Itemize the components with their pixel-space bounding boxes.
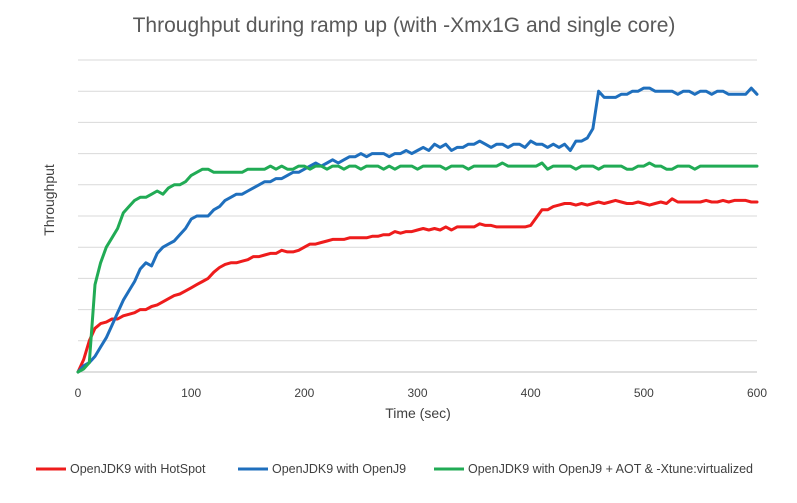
x-tick-400: 400 — [521, 386, 541, 400]
legend: OpenJDK9 with HotSpot OpenJDK9 with OpenJ… — [36, 462, 753, 476]
y-axis-label: Throughput — [41, 164, 57, 236]
gridlines — [78, 59, 757, 373]
x-tick-600: 600 — [747, 386, 767, 400]
series-line-1 — [76, 197, 759, 374]
x-tick-200: 200 — [294, 386, 314, 400]
x-tick-100: 100 — [181, 386, 201, 400]
legend-label-3: OpenJDK9 with OpenJ9 + AOT & -Xtune:virt… — [468, 462, 753, 476]
series-line-2 — [76, 86, 759, 374]
x-tick-labels: 0 100 200 300 400 500 600 — [75, 386, 768, 400]
series-lines — [76, 86, 759, 374]
x-tick-300: 300 — [407, 386, 427, 400]
legend-label-1: OpenJDK9 with HotSpot — [70, 462, 206, 476]
x-tick-500: 500 — [634, 386, 654, 400]
chart-title: Throughput during ramp up (with -Xmx1G a… — [133, 14, 676, 37]
x-axis-label: Time (sec) — [385, 405, 451, 421]
legend-label-2: OpenJDK9 with OpenJ9 — [272, 462, 406, 476]
series-line-3 — [76, 161, 759, 374]
x-tick-0: 0 — [75, 386, 82, 400]
